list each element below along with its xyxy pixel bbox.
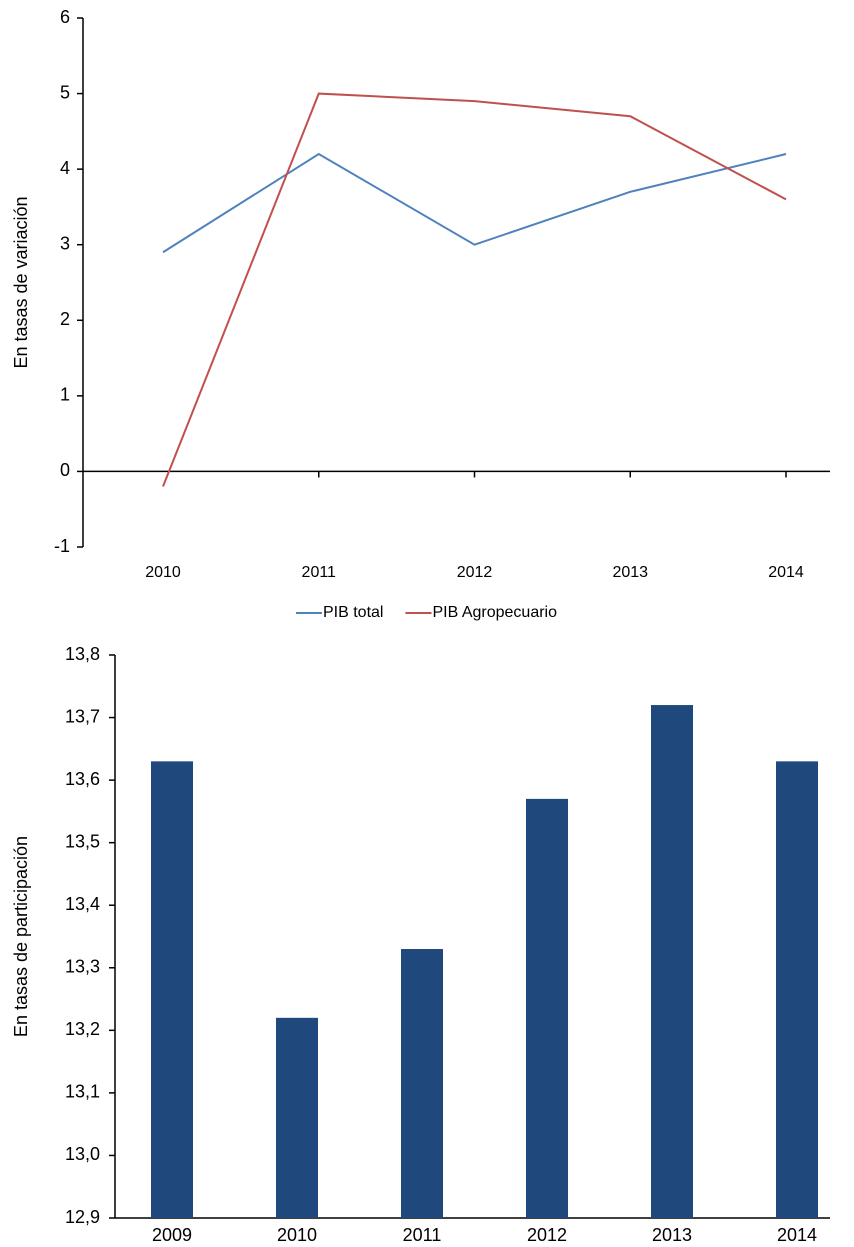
- bar: [401, 949, 443, 1218]
- x-tick-label: 2012: [527, 1225, 567, 1245]
- y-axis-label: En tasas de variación: [11, 196, 31, 368]
- x-tick-label: 2014: [777, 1225, 817, 1245]
- y-tick-label: 13,7: [65, 706, 100, 726]
- bar: [151, 761, 193, 1218]
- legend-label: PIB total: [323, 604, 383, 621]
- y-tick-label: 13,8: [65, 644, 100, 664]
- legend-label: PIB Agropecuario: [432, 604, 557, 621]
- y-tick-label: -1: [54, 536, 70, 556]
- y-tick-label: 2: [60, 309, 70, 329]
- y-tick-label: 13,6: [65, 769, 100, 789]
- y-tick-label: 3: [60, 233, 70, 253]
- y-tick-label: 6: [60, 7, 70, 27]
- x-tick-label: 2013: [652, 1225, 692, 1245]
- x-tick-label: 2013: [612, 564, 648, 581]
- y-tick-label: 13,3: [65, 957, 100, 977]
- x-tick-label: 2010: [145, 564, 181, 581]
- bar: [526, 798, 568, 1218]
- x-tick-label: 2011: [302, 564, 337, 581]
- x-tick-label: 2011: [403, 1225, 442, 1245]
- line-series: [162, 152, 787, 254]
- y-tick-label: 13,1: [65, 1082, 100, 1102]
- y-tick-label: 13,5: [65, 831, 100, 851]
- y-tick-label: 13,4: [65, 894, 100, 914]
- y-tick-label: 5: [60, 82, 70, 102]
- x-tick-label: 2012: [457, 564, 493, 581]
- y-tick-label: 13,2: [65, 1019, 100, 1039]
- y-tick-label: 0: [60, 460, 70, 480]
- x-tick-label: 2014: [768, 564, 804, 581]
- line-series: [162, 92, 787, 487]
- x-tick-label: 2009: [152, 1225, 192, 1245]
- bar: [276, 1017, 318, 1218]
- bar: [651, 705, 693, 1218]
- bar: [776, 761, 818, 1218]
- y-tick-label: 12,9: [65, 1207, 100, 1227]
- y-tick-label: 4: [60, 158, 70, 178]
- y-tick-label: 1: [60, 385, 70, 405]
- y-tick-label: 13,0: [65, 1144, 100, 1164]
- x-tick-label: 2010: [277, 1225, 317, 1245]
- y-axis-label: En tasas de participación: [11, 836, 31, 1037]
